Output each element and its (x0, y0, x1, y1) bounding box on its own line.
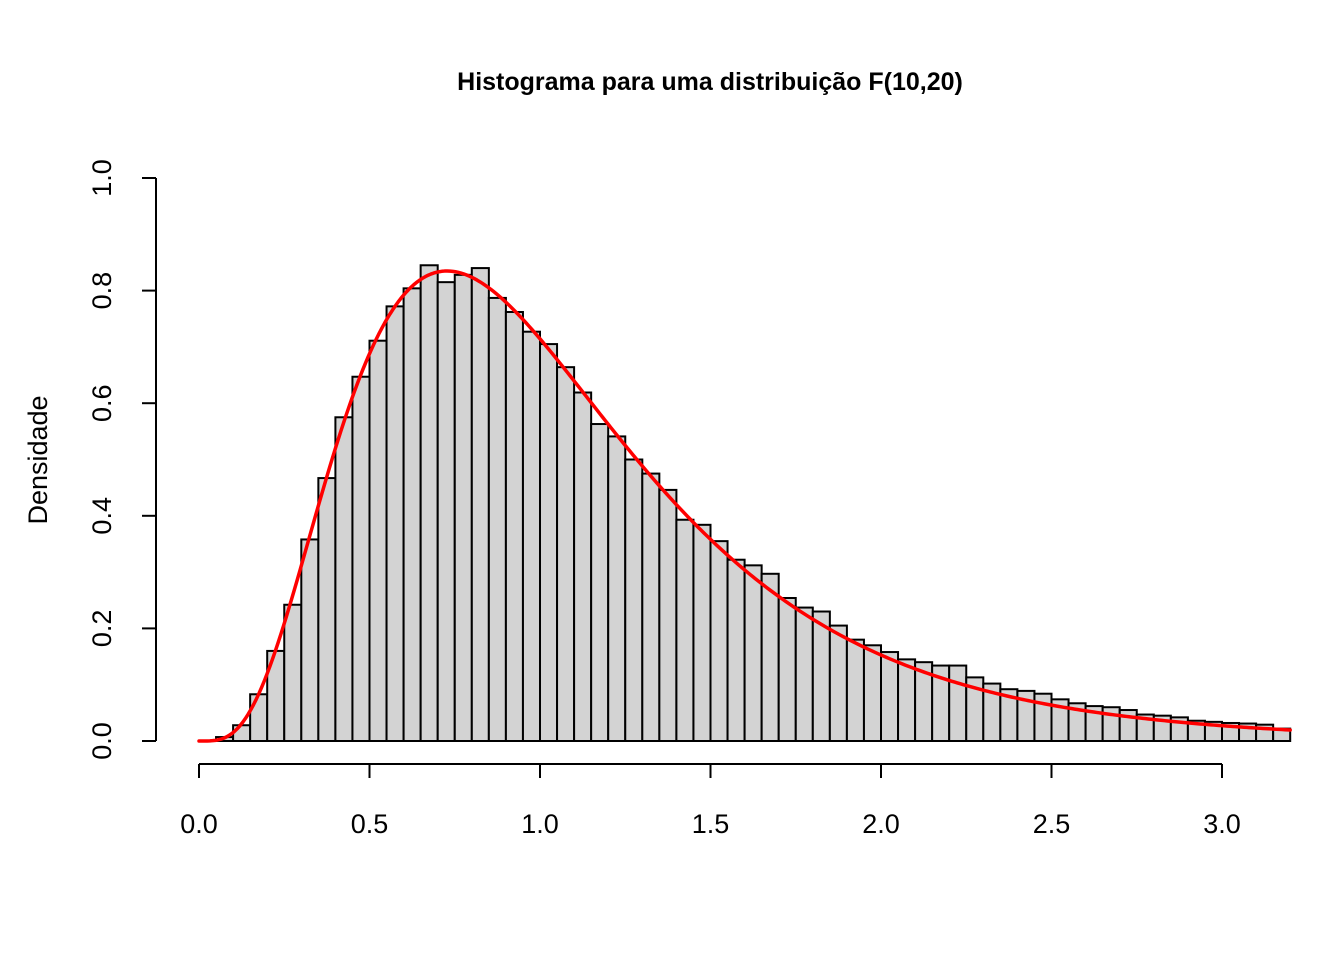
y-tick-label: 1.0 (87, 159, 117, 197)
histogram-bar (317, 477, 337, 742)
density-curve (197, 269, 1292, 743)
histogram-bar (436, 281, 456, 742)
histogram-bar (743, 564, 763, 742)
histogram-bar (556, 366, 576, 742)
histogram-bar (726, 558, 746, 742)
histogram-bar (862, 644, 883, 742)
histogram-bar (777, 596, 797, 742)
histogram-bar (351, 375, 371, 742)
histogram-bar (334, 416, 354, 742)
histogram-bar (283, 603, 303, 743)
histogram-bar (300, 538, 320, 742)
histogram-bars (215, 264, 1292, 743)
histogram-bar (573, 391, 593, 742)
y-tick-label: 0.0 (87, 722, 117, 760)
histogram-bar (760, 572, 780, 742)
histogram-bar (641, 472, 661, 742)
y-axis: 0.0 0.2 0.4 0.6 0.8 1.0 (87, 159, 157, 760)
x-tick-label: 2.0 (862, 809, 900, 839)
histogram-bar (845, 638, 865, 742)
x-tick-label: 3.0 (1203, 809, 1241, 839)
histogram-bar (470, 267, 490, 742)
x-tick-label: 1.5 (692, 809, 730, 839)
histogram-bar (504, 310, 524, 742)
histogram-bar (607, 435, 627, 742)
histogram-bar (880, 651, 900, 743)
histogram-bar (590, 423, 610, 742)
y-tick-label: 0.8 (87, 272, 117, 310)
x-tick-label: 1.0 (521, 809, 559, 839)
histogram-bar (453, 273, 473, 742)
histogram-bar (368, 339, 388, 742)
y-tick-label: 0.4 (87, 497, 117, 535)
histogram-bar (521, 330, 542, 742)
histogram-bar (249, 693, 269, 742)
histogram-bar (828, 624, 848, 743)
histogram-bar (948, 664, 968, 742)
histogram-bar (539, 343, 559, 742)
x-tick-label: 2.5 (1033, 809, 1071, 839)
histogram-bar (402, 287, 422, 742)
histogram-bar (811, 610, 831, 743)
histogram-bar (487, 296, 507, 742)
y-axis-label: Densidade (23, 395, 53, 524)
histogram-bar (692, 523, 712, 742)
chart-title: Histograma para uma distribuição F(10,20… (457, 68, 963, 96)
histogram-bar (658, 488, 678, 743)
y-tick-label: 0.6 (87, 384, 117, 422)
y-tick-label: 0.2 (87, 610, 117, 648)
histogram-bar (385, 305, 405, 742)
histogram-bar (624, 458, 644, 742)
x-axis: 0.0 0.5 1.0 1.5 2.0 2.5 3.0 (180, 763, 1241, 839)
histogram-bar (232, 724, 252, 743)
histogram-bar (794, 606, 814, 742)
histogram-bar (419, 264, 439, 742)
x-tick-label: 0.0 (180, 809, 218, 839)
histogram-bar (897, 658, 917, 742)
x-tick-label: 0.5 (351, 809, 389, 839)
histogram-bar (709, 540, 729, 743)
histogram-bar (675, 518, 695, 743)
